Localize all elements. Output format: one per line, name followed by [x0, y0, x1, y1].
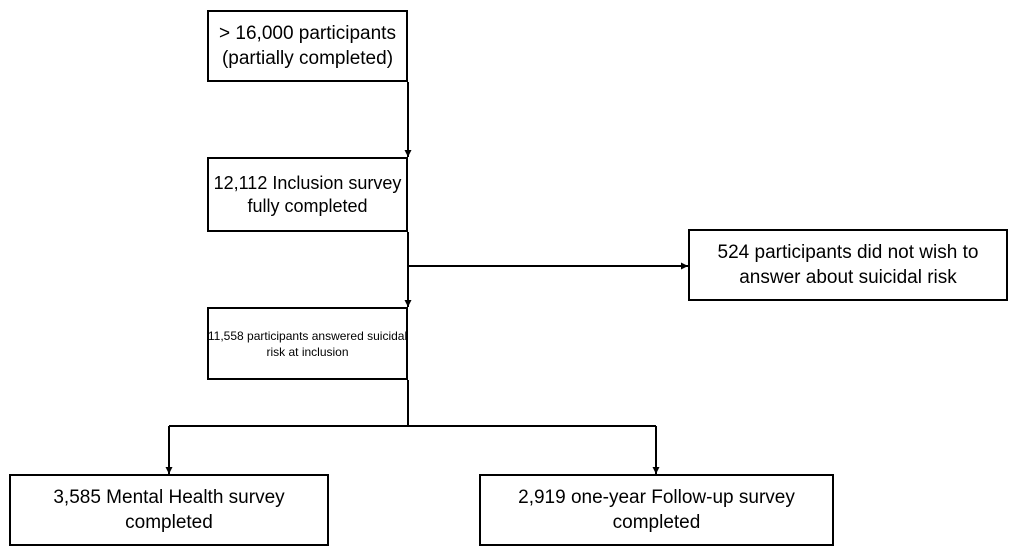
box-answered-suicidal-risk: 11,558 participants answered suicidal ri… — [207, 307, 408, 380]
box-excluded-line1: 524 participants did not wish to — [717, 242, 979, 263]
box-follow-up-line1: 2,919 one-year Follow-up survey — [518, 487, 795, 508]
box-inclusion-line2: fully completed — [247, 195, 368, 216]
box-inclusion-completed: 12,112 Inclusion survey fully completed — [207, 157, 408, 232]
box-answered-line2: risk at inclusion — [266, 344, 349, 359]
box-mental-health-line2: completed — [125, 512, 213, 533]
box-mental-health-line1: 3,585 Mental Health survey — [53, 487, 285, 508]
box-start-line2: (partially completed) — [221, 48, 394, 69]
box-start-line1: > 16,000 participants — [219, 23, 396, 44]
box-answered-line1: 11,558 participants answered suicidal — [207, 328, 408, 343]
box-start-participants: > 16,000 participants (partially complet… — [207, 10, 408, 82]
box-inclusion-line1: 12,112 Inclusion survey — [213, 172, 402, 193]
box-follow-up-line2: completed — [612, 512, 701, 533]
box-excluded-suicidal-risk: 524 participants did not wish to answer … — [688, 229, 1008, 301]
box-mental-health-survey: 3,585 Mental Health survey completed — [9, 474, 329, 546]
box-follow-up-survey: 2,919 one-year Follow-up survey complete… — [479, 474, 834, 546]
box-excluded-line2: answer about suicidal risk — [739, 267, 957, 288]
